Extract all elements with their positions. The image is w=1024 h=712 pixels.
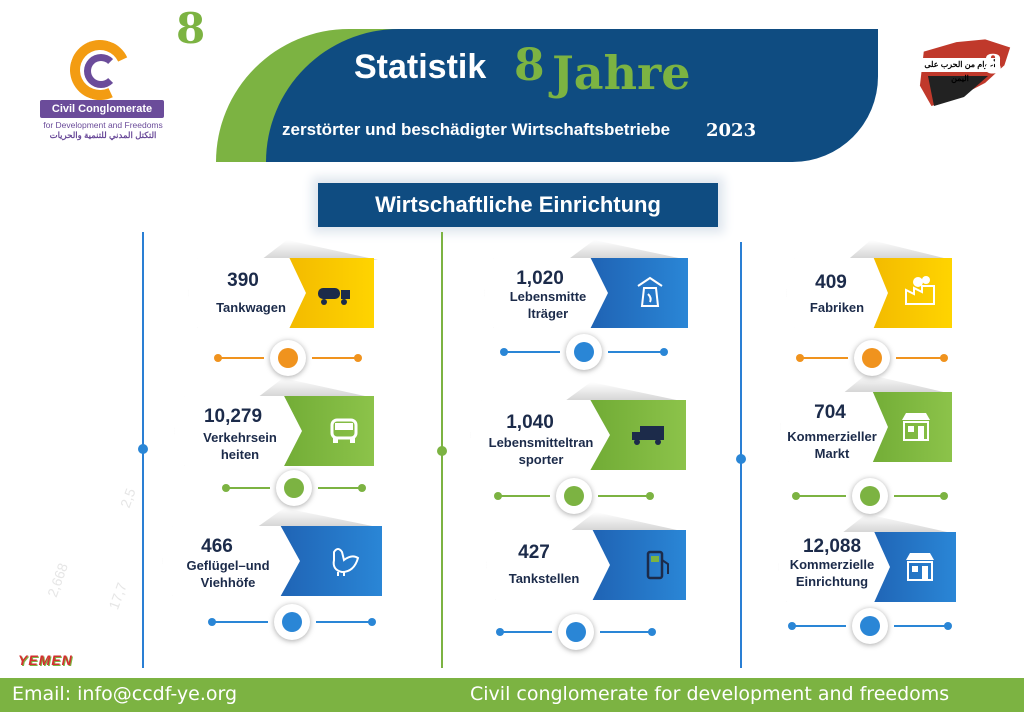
stat-label: Lebensmitte lträger xyxy=(509,289,587,321)
stat-card-gefluegel: 466 Geflügel–und Viehhöfe xyxy=(162,508,382,596)
stat-label: Tankstellen xyxy=(508,571,580,586)
header-blue-band xyxy=(266,29,878,162)
civil-conglomerate-logo: Civil Conglomerate for Development and F… xyxy=(38,31,168,140)
stat-label: Kommerzieller Markt xyxy=(787,429,877,461)
stat-card-lebensmitteltransporter: 1,040 Lebensmitteltran sporter xyxy=(470,382,686,470)
stat-value: 1,040 xyxy=(506,412,554,433)
indicator-knob xyxy=(852,608,888,644)
logo-badge: Civil Conglomerate xyxy=(40,100,164,118)
column-divider-dot-2 xyxy=(437,446,447,456)
indicator-knob xyxy=(270,340,306,376)
top-number: 8 xyxy=(176,4,206,53)
stat-value: 409 xyxy=(815,272,847,293)
indicator-slider xyxy=(494,476,654,516)
indicator-knob xyxy=(274,604,310,640)
watermark-number: 17,7 xyxy=(105,580,130,612)
stat-label: Geflügel–und Viehhöfe xyxy=(186,558,270,590)
stat-card-fabriken: 409 Fabriken xyxy=(786,240,952,328)
stat-card-lebensmitteltraeger: 1,020 Lebensmitte lträger xyxy=(484,240,688,328)
stat-label: Tankwagen xyxy=(216,300,286,315)
stat-value: 427 xyxy=(518,542,550,563)
stat-value: 12,088 xyxy=(802,536,862,557)
stat-value: 10,279 xyxy=(203,406,263,427)
watermark-number: 2,5 xyxy=(116,486,139,510)
section-title: Wirtschaftliche Einrichtung xyxy=(318,183,718,227)
page-subtitle: zerstörter und beschädigter Wirtschaftsb… xyxy=(282,120,671,139)
truck-icon xyxy=(632,426,664,445)
footer-bar: Email: info@ccdf-ye.org Civil conglomera… xyxy=(0,678,1024,712)
year-label: 2023 xyxy=(706,120,757,141)
stat-label: Fabriken xyxy=(809,300,865,315)
indicator-slider xyxy=(792,476,948,516)
footer-organization: Civil conglomerate for development and f… xyxy=(470,683,950,705)
factory-icon xyxy=(905,276,935,305)
column-divider-dot-1 xyxy=(138,444,148,454)
war-years-number: 8 xyxy=(984,50,1003,80)
shop-icon xyxy=(902,413,930,441)
indicator-slider xyxy=(788,606,952,646)
stat-label: Kommerzielle Einrichtung xyxy=(789,557,875,589)
stat-label: Verkehrsein heiten xyxy=(203,430,277,462)
car-icon xyxy=(330,418,358,443)
indicator-slider xyxy=(500,332,668,372)
food-bag-icon xyxy=(637,276,663,307)
stat-value: 704 xyxy=(814,402,846,423)
stat-card-tankstellen: 427 Tankstellen xyxy=(486,512,686,600)
title-word: Statistik xyxy=(354,48,487,86)
stat-card-tankwagen: 390 Tankwagen xyxy=(188,240,378,328)
indicator-knob xyxy=(566,334,602,370)
logo-arabic-name: التكتل المدني للتنمية والحريات xyxy=(49,130,157,140)
indicator-slider xyxy=(496,612,656,652)
logo-tagline: for Development and Freedoms xyxy=(43,120,163,130)
war-years-text: أعوام من الحرب على اليمن xyxy=(920,58,1000,83)
watermark-number: 2,668 xyxy=(44,560,72,600)
indicator-knob xyxy=(852,478,888,514)
stat-label: Lebensmitteltran sporter xyxy=(488,435,594,467)
stat-value: 1,020 xyxy=(516,268,564,289)
stat-card-kommerzieller-markt: 704 Kommerzieller Markt xyxy=(780,374,952,462)
yemen-wordmark: YEMEN xyxy=(18,652,73,668)
column-divider-dot-3 xyxy=(736,454,746,464)
chicken-icon xyxy=(332,548,360,576)
indicator-knob xyxy=(556,478,592,514)
store-icon xyxy=(906,553,934,581)
fuel-pump-icon xyxy=(646,550,669,580)
indicator-slider xyxy=(214,338,362,378)
indicator-slider xyxy=(222,468,366,508)
indicator-knob xyxy=(558,614,594,650)
title-number: 8 xyxy=(514,40,545,91)
title-unit: Jahre xyxy=(552,46,691,100)
indicator-knob xyxy=(276,470,312,506)
indicator-slider xyxy=(796,338,948,378)
stat-value: 390 xyxy=(227,270,259,291)
indicator-slider xyxy=(208,602,376,642)
eight-years-war-logo: أعوام من الحرب على اليمن 8 xyxy=(918,38,1014,108)
stat-value: 466 xyxy=(201,536,233,557)
stat-card-kommerzielle-einrichtung: 12,088 Kommerzielle Einrichtung xyxy=(778,514,956,602)
tanker-truck-icon xyxy=(318,288,350,305)
stat-card-verkehrseinheiten: 10,279 Verkehrsein heiten xyxy=(174,378,374,466)
footer-email[interactable]: Email: info@ccdf-ye.org xyxy=(12,683,238,705)
logo-inner-ring-icon xyxy=(84,54,118,88)
indicator-knob xyxy=(854,340,890,376)
